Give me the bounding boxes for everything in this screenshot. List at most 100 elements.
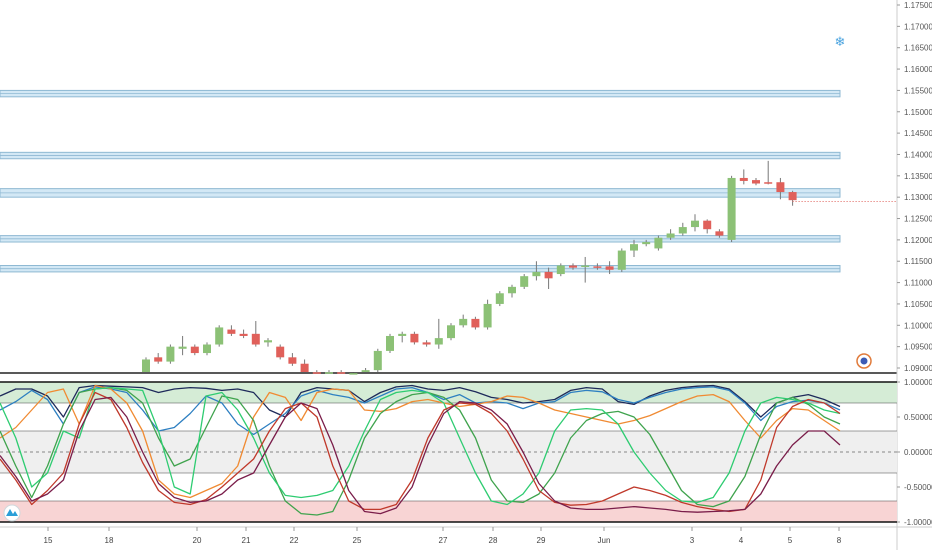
candle-body (166, 346, 175, 362)
candle-body (386, 335, 394, 351)
candle-body (544, 271, 553, 279)
candle-body (727, 177, 736, 240)
candle-body (300, 363, 309, 372)
candle-body (422, 342, 431, 345)
candle-body (483, 303, 492, 328)
price-tick-label: 1.10500 (904, 300, 932, 309)
price-tick-label: 1.11000 (904, 279, 932, 288)
candle-body (691, 220, 699, 228)
price-tick-label: 1.14500 (904, 129, 932, 138)
time-tick-label: 28 (489, 536, 498, 545)
osc-series-line (0, 386, 841, 506)
candle-body (715, 231, 724, 236)
price-tick-label: 1.14000 (904, 150, 932, 159)
candle-body (520, 276, 529, 287)
candle-body (434, 338, 443, 345)
osc-series-line (0, 386, 841, 516)
candle-body (617, 250, 626, 270)
candle-body (654, 237, 663, 249)
candle-body (666, 233, 675, 238)
time-tick-label: 22 (290, 536, 299, 545)
osc-series-line (0, 384, 841, 418)
time-tick-label: 27 (439, 536, 448, 545)
candle-body (459, 318, 468, 326)
price-tick-label: 1.12500 (904, 215, 932, 224)
time-tick-label: 15 (44, 536, 53, 545)
osc-series-line (0, 384, 841, 499)
candle-body (788, 192, 797, 201)
candle-body (508, 286, 516, 294)
candle-body (203, 344, 211, 354)
price-tick-label: 1.15000 (904, 108, 932, 117)
time-tick-label: 20 (193, 536, 202, 545)
candle-body (593, 266, 602, 268)
osc-tick-label: 0.50000 (904, 413, 932, 422)
candle-body (142, 359, 150, 372)
time-tick-label: 3 (690, 536, 695, 545)
candle-body (630, 244, 638, 251)
candle-body (264, 340, 272, 343)
time-tick-label: 18 (105, 536, 114, 545)
price-tick-label: 1.17500 (904, 1, 932, 10)
candle-body (276, 346, 285, 358)
price-tick-label: 1.16000 (904, 65, 932, 74)
candle-body (776, 182, 785, 193)
candle-body (398, 333, 407, 336)
candle-body (678, 227, 687, 234)
price-tick-label: 1.09500 (904, 343, 932, 352)
candle-body (532, 271, 541, 277)
osc-series-line (0, 396, 841, 515)
osc-tick-label: -1.00000 (904, 518, 932, 527)
osc-tick-label: -0.50000 (904, 483, 932, 492)
price-tick-label: 1.12000 (904, 236, 932, 245)
candle-body (227, 329, 236, 334)
candle-body (288, 357, 297, 364)
time-tick-label: 25 (353, 536, 362, 545)
overlay-icons: ❄ (3, 35, 872, 522)
candle-body (361, 370, 370, 372)
price-tick-label: 1.10000 (904, 321, 932, 330)
candle-body (178, 346, 187, 349)
candle-body (752, 180, 760, 184)
candle-body (447, 325, 455, 339)
candle-body (495, 293, 504, 304)
candle-body (703, 220, 712, 230)
time-tick-label: Jun (598, 536, 611, 545)
oscillator-pane[interactable] (0, 381, 897, 523)
time-axis[interactable]: 15 18 20 21 22 25 27 28 29 Jun 3 4 5 8 (0, 526, 932, 545)
candle-body (325, 372, 333, 374)
candle-body (569, 265, 577, 268)
candle-body (471, 318, 480, 328)
osc-series-line (0, 391, 841, 513)
oscillator-axis[interactable]: 1.00000 0.50000 0.00000 -0.50000 -1.00000 (897, 378, 932, 527)
time-tick-label: 21 (242, 536, 251, 545)
candle-body (349, 373, 358, 375)
candle-body (556, 265, 565, 275)
candle-body (605, 266, 614, 270)
candle-body (190, 346, 199, 354)
candle-body (337, 372, 346, 374)
time-tick-label: 8 (837, 536, 842, 545)
price-tick-label: 1.17000 (904, 22, 932, 31)
time-tick-label: 29 (537, 536, 546, 545)
price-tick-label: 1.13500 (904, 172, 932, 181)
snowflake-icon: ❄ (835, 35, 846, 50)
tradingview-logo-icon (3, 504, 21, 522)
candle-body (581, 265, 590, 268)
candle-body (239, 333, 248, 336)
osc-series-line (0, 386, 841, 436)
candle-body (739, 177, 748, 181)
osc-band (0, 382, 897, 403)
price-tick-label: 1.11500 (904, 257, 932, 266)
osc-tick-label: 1.00000 (904, 378, 932, 387)
time-tick-label: 4 (739, 536, 744, 545)
price-tick-label: 1.13000 (904, 193, 932, 202)
candle-body (215, 327, 224, 345)
settings-circle-icon (856, 353, 872, 369)
candle-body (373, 350, 382, 371)
candle-body (642, 242, 651, 245)
price-axis[interactable]: 1.17500 1.17000 1.16500 1.16000 1.15500 1.150… (896, 0, 932, 550)
price-pane[interactable] (0, 89, 897, 375)
candle-body (764, 182, 773, 184)
